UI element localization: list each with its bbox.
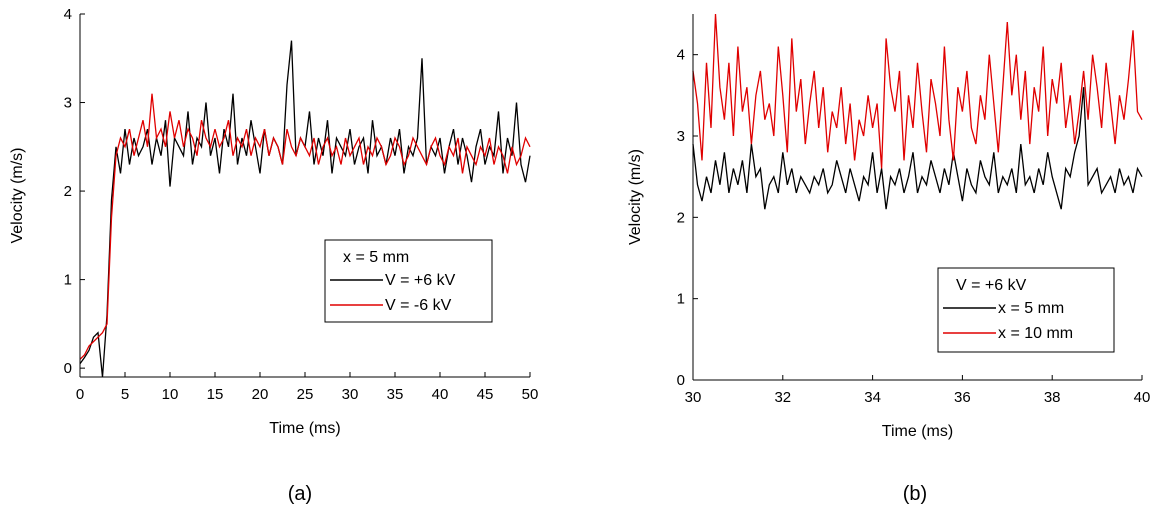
- y-axis-label: Velocity (m/s): [9, 147, 26, 243]
- legend-title: V = +6 kV: [956, 277, 1027, 294]
- y-tick-label: 1: [64, 272, 72, 289]
- legend-box: [324, 239, 493, 323]
- legend-label: x = 5 mm: [998, 300, 1064, 317]
- data-line: [79, 93, 531, 360]
- y-axis-label: Velocity (m/s): [627, 149, 644, 245]
- y-tick-label: 2: [677, 209, 685, 226]
- data-line: [692, 87, 1143, 210]
- x-tick-label: 34: [864, 389, 881, 406]
- x-tick-label: 20: [252, 386, 269, 403]
- legend-label: x = 10 mm: [998, 325, 1073, 342]
- x-tick-label: 10: [162, 386, 179, 403]
- x-tick-label: 25: [297, 386, 314, 403]
- y-tick-label: 2: [64, 183, 72, 200]
- x-tick-label: 15: [207, 386, 224, 403]
- caption: (a): [288, 483, 312, 505]
- legend-box: [937, 267, 1115, 353]
- legend-label: V = -6 kV: [385, 297, 452, 314]
- y-tick-label: 3: [677, 128, 685, 145]
- x-tick-label: 38: [1044, 389, 1061, 406]
- data-line: [79, 40, 531, 378]
- x-tick-label: 40: [1134, 389, 1151, 406]
- caption: (b): [903, 483, 927, 505]
- x-axis-label: Time (ms): [269, 420, 340, 437]
- y-tick-label: 0: [677, 372, 685, 389]
- y-tick-label: 4: [677, 47, 685, 64]
- y-tick-label: 0: [64, 360, 72, 377]
- x-tick-label: 50: [522, 386, 539, 403]
- x-tick-label: 30: [685, 389, 702, 406]
- x-axis-label: Time (ms): [882, 423, 953, 440]
- x-tick-label: 35: [387, 386, 404, 403]
- legend-title: x = 5 mm: [343, 249, 409, 266]
- x-tick-label: 5: [121, 386, 129, 403]
- x-tick-label: 30: [342, 386, 359, 403]
- y-tick-label: 4: [64, 6, 72, 23]
- x-tick-label: 45: [477, 386, 494, 403]
- y-tick-label: 3: [64, 95, 72, 112]
- x-tick-label: 32: [774, 389, 791, 406]
- data-line: [692, 13, 1143, 169]
- x-tick-label: 40: [432, 386, 449, 403]
- legend-label: V = +6 kV: [385, 272, 456, 289]
- x-tick-label: 0: [76, 386, 84, 403]
- y-tick-label: 1: [677, 291, 685, 308]
- x-tick-label: 36: [954, 389, 971, 406]
